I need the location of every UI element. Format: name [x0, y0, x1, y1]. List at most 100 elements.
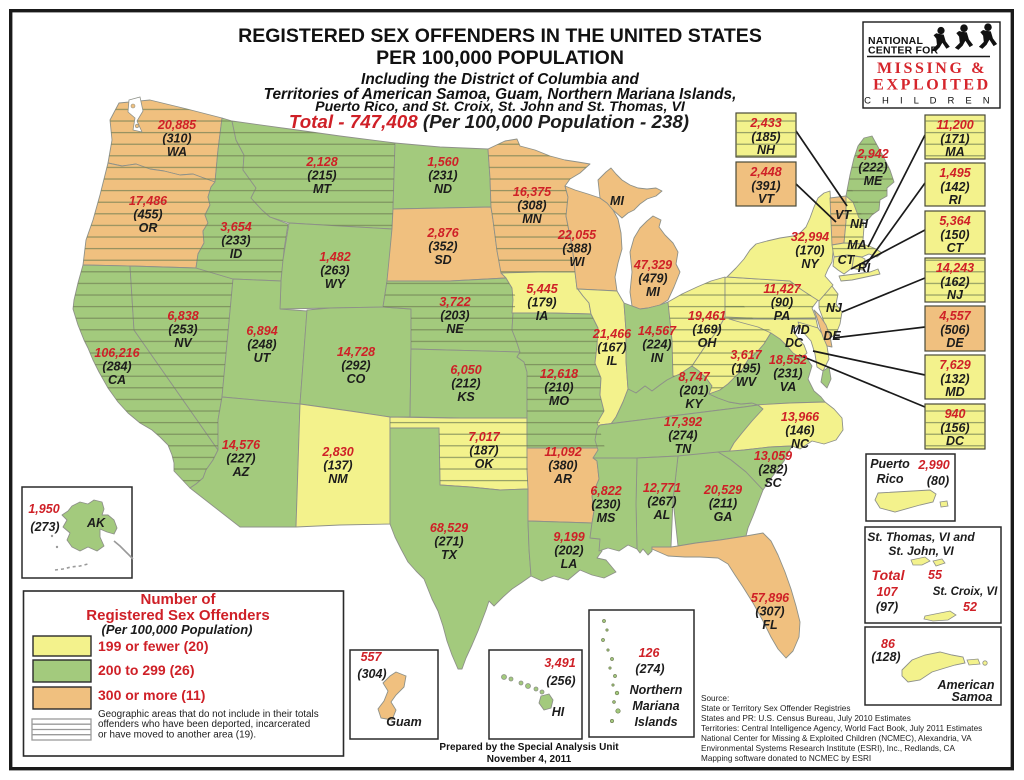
svg-text:Mapping software donated to NC: Mapping software donated to NCMEC by ESR…	[701, 754, 871, 763]
svg-text:1,482: 1,482	[319, 250, 350, 264]
svg-text:(271): (271)	[434, 535, 463, 549]
svg-text:86: 86	[881, 637, 896, 651]
svg-text:11,427: 11,427	[763, 282, 801, 296]
svg-text:1,495: 1,495	[939, 166, 971, 180]
svg-text:AL: AL	[653, 508, 671, 522]
svg-text:(233): (233)	[221, 234, 250, 248]
svg-text:MI: MI	[610, 194, 624, 208]
svg-text:21,466: 21,466	[592, 327, 632, 341]
svg-text:REGISTERED SEX OFFENDERS IN TH: REGISTERED SEX OFFENDERS IN THE UNITED S…	[238, 25, 762, 47]
svg-text:MS: MS	[597, 511, 616, 525]
svg-text:3,491: 3,491	[544, 656, 575, 670]
svg-text:MD: MD	[945, 385, 964, 399]
svg-text:Mariana: Mariana	[632, 699, 679, 713]
svg-text:2,830: 2,830	[321, 445, 353, 459]
svg-text:(455): (455)	[133, 208, 162, 222]
svg-text:State or Territory Sex Offende: State or Territory Sex Offender Registri…	[701, 704, 850, 713]
svg-text:IA: IA	[536, 309, 549, 323]
svg-text:Number of: Number of	[141, 591, 217, 608]
svg-text:126: 126	[639, 646, 661, 660]
svg-text:Source:: Source:	[701, 694, 729, 703]
svg-text:(195): (195)	[731, 362, 760, 376]
svg-text:St. John, VI: St. John, VI	[888, 544, 954, 558]
svg-text:6,838: 6,838	[167, 309, 198, 323]
svg-text:(231): (231)	[773, 367, 802, 381]
svg-text:MT: MT	[313, 182, 332, 196]
svg-text:(202): (202)	[554, 544, 583, 558]
svg-text:MISSING &: MISSING &	[877, 60, 987, 77]
svg-text:SC: SC	[764, 476, 782, 490]
svg-text:American: American	[937, 678, 995, 692]
svg-text:(307): (307)	[755, 605, 784, 619]
svg-text:Puerto Rico, and St. Croix, St: Puerto Rico, and St. Croix, St. John and…	[315, 99, 686, 115]
svg-text:CA: CA	[108, 373, 126, 387]
svg-text:55: 55	[928, 568, 943, 582]
svg-text:NJ: NJ	[947, 288, 964, 302]
svg-text:KS: KS	[457, 390, 475, 404]
svg-text:2,433: 2,433	[749, 116, 781, 130]
svg-text:WV: WV	[736, 375, 758, 389]
svg-text:EXPLOITED: EXPLOITED	[873, 77, 991, 94]
svg-text:IL: IL	[606, 354, 617, 368]
svg-text:VA: VA	[780, 380, 796, 394]
svg-text:18,552: 18,552	[769, 353, 807, 367]
svg-text:DE: DE	[823, 329, 841, 343]
svg-text:(128): (128)	[871, 650, 900, 664]
svg-text:Prepared by the Special Analys: Prepared by the Special Analysis Unit	[439, 742, 619, 753]
svg-text:NH: NH	[757, 143, 776, 157]
svg-text:Territories: Central Intellige: Territories: Central Intelligence Agency…	[701, 724, 982, 733]
svg-text:(179): (179)	[527, 296, 556, 310]
svg-text:9,199: 9,199	[553, 530, 584, 544]
svg-text:(150): (150)	[940, 228, 969, 242]
svg-text:KY: KY	[685, 397, 704, 411]
svg-text:WA: WA	[167, 145, 187, 159]
svg-text:NV: NV	[174, 336, 193, 350]
svg-text:DE: DE	[946, 336, 964, 350]
svg-text:2,942: 2,942	[856, 147, 888, 161]
svg-text:(97): (97)	[876, 600, 898, 614]
svg-text:12,771: 12,771	[643, 481, 681, 495]
svg-text:PER 100,000 POPULATION: PER 100,000 POPULATION	[376, 47, 624, 69]
svg-text:(253): (253)	[168, 323, 197, 337]
svg-text:(Per 100,000 Population): (Per 100,000 Population)	[102, 622, 253, 637]
svg-text:3,617: 3,617	[730, 348, 762, 362]
svg-text:(388): (388)	[562, 242, 591, 256]
svg-text:FL: FL	[762, 618, 777, 632]
svg-text:Islands: Islands	[634, 715, 677, 729]
svg-text:Samoa: Samoa	[952, 690, 993, 704]
svg-text:OH: OH	[698, 336, 718, 350]
svg-text:(201): (201)	[679, 384, 708, 398]
svg-text:(263): (263)	[320, 264, 349, 278]
svg-text:or have moved to another area: or have moved to another area (19).	[98, 729, 256, 740]
svg-text:(156): (156)	[940, 421, 969, 435]
svg-text:6,822: 6,822	[590, 484, 621, 498]
svg-text:Puerto: Puerto	[870, 457, 910, 471]
svg-text:(308): (308)	[517, 199, 546, 213]
svg-text:557: 557	[361, 650, 383, 664]
svg-text:HI: HI	[552, 705, 565, 719]
svg-text:CO: CO	[347, 372, 366, 386]
svg-text:OK: OK	[475, 457, 495, 471]
svg-text:2,128: 2,128	[305, 155, 337, 169]
svg-text:2,876: 2,876	[426, 226, 459, 240]
svg-text:(215): (215)	[307, 169, 336, 183]
svg-text:VT: VT	[835, 208, 852, 222]
svg-text:Northern: Northern	[630, 683, 683, 697]
svg-text:NC: NC	[791, 437, 810, 451]
svg-text:(210): (210)	[544, 381, 573, 395]
svg-text:OR: OR	[139, 221, 158, 235]
svg-text:(284): (284)	[102, 360, 131, 374]
svg-text:Territories of American Samoa,: Territories of American Samoa, Guam, Nor…	[264, 86, 737, 103]
svg-text:Total - 747,408 (Per 100,000 P: Total - 747,408 (Per 100,000 Population …	[289, 111, 689, 132]
svg-text:(479): (479)	[638, 272, 667, 286]
svg-text:3,654: 3,654	[220, 220, 251, 234]
svg-text:(187): (187)	[469, 444, 498, 458]
svg-text:(185): (185)	[751, 130, 780, 144]
svg-text:(310): (310)	[162, 132, 191, 146]
svg-text:22,055: 22,055	[557, 228, 597, 242]
svg-text:GA: GA	[714, 510, 733, 524]
svg-text:(132): (132)	[940, 372, 969, 386]
svg-text:(292): (292)	[341, 359, 370, 373]
svg-text:NATIONAL: NATIONAL	[868, 35, 923, 47]
svg-text:11,092: 11,092	[544, 445, 581, 459]
